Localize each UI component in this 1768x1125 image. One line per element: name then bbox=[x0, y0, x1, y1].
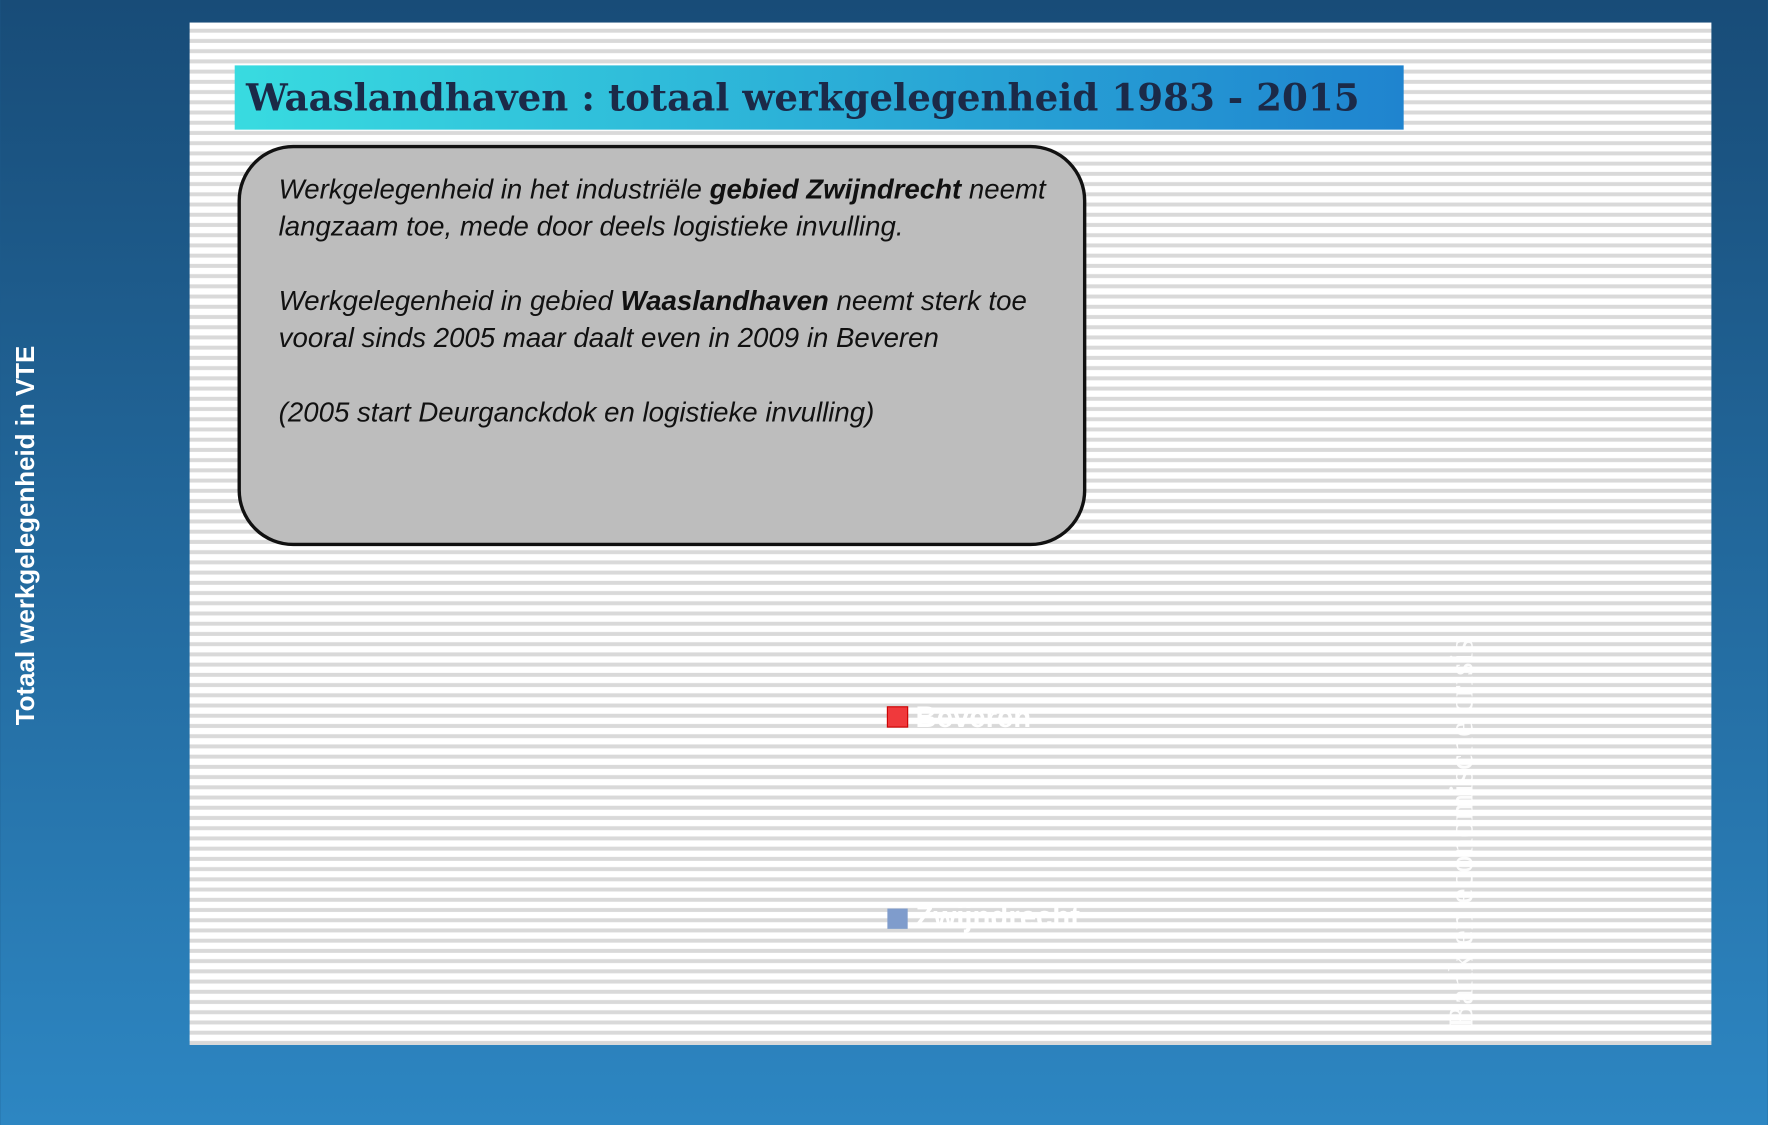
note-paragraph: (2005 start Deurganckdok en logistieke i… bbox=[279, 395, 1057, 432]
note-text: Werkgelegenheid in het industriële bbox=[278, 174, 710, 206]
crisis-label: Bank en economische crisis bbox=[1441, 639, 1480, 1028]
note-text: neemt langzaam toe, mede door deels logi… bbox=[278, 174, 1046, 243]
legend-swatch bbox=[887, 908, 908, 929]
y-axis-label: Totaal werkgelegenheid in VTE bbox=[12, 346, 40, 726]
note-text: (2005 start Deurganckdok en logistieke i… bbox=[278, 397, 875, 429]
note-paragraph: Werkgelegenheid in gebied Waaslandhaven … bbox=[279, 283, 1057, 357]
note-text: neemt sterk toe vooral sinds 2005 maar d… bbox=[278, 286, 1027, 354]
note-text: Werkgelegenheid in het industriële gebie… bbox=[279, 171, 1057, 431]
legend-label: Beveren bbox=[916, 701, 1032, 734]
heading-bar bbox=[234, 65, 1404, 130]
legend-label: Zwijndrecht bbox=[916, 901, 1081, 934]
legend-swatch bbox=[886, 706, 909, 728]
note-text: Werkgelegenheid in gebied bbox=[278, 286, 621, 317]
note: Werkgelegenheid in het industriële gebie… bbox=[279, 171, 1057, 431]
heading: Waaslandhaven : totaal werkgelegenheid 1… bbox=[245, 75, 1360, 119]
note-box bbox=[237, 144, 1087, 547]
note-bold: gebied Zwijndrecht bbox=[709, 174, 962, 206]
note-bold: Waaslandhaven bbox=[620, 286, 829, 317]
note-paragraph: Werkgelegenheid in het industriële gebie… bbox=[279, 171, 1057, 245]
